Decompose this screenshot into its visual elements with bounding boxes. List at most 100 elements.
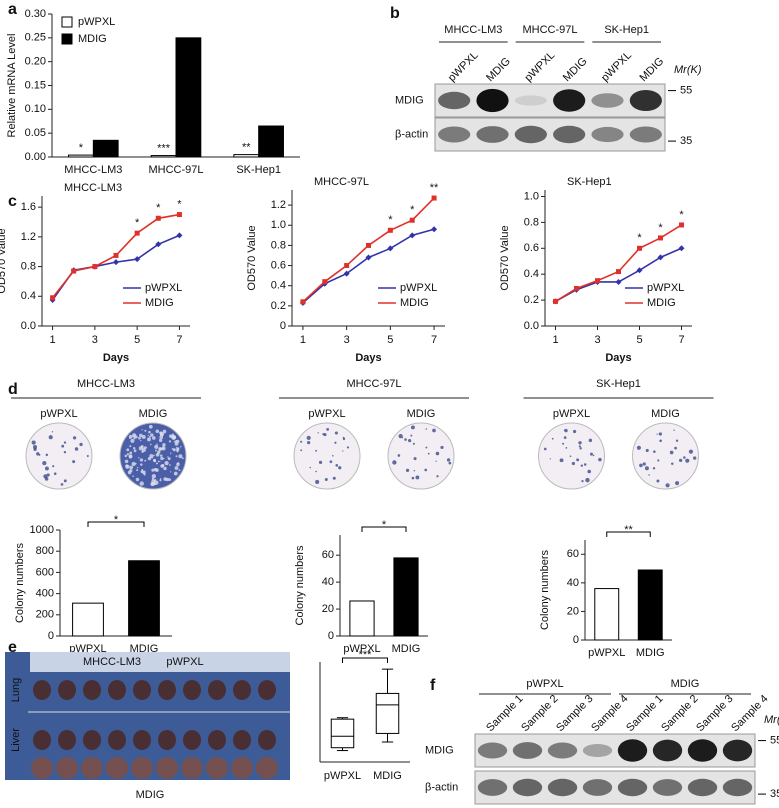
colony [174,466,179,470]
bar [233,154,260,158]
photo-strip [30,652,290,672]
colony [61,444,65,448]
colony [43,474,48,479]
marker [366,242,371,248]
unit-label: Mr(K) [674,64,702,76]
bar [128,560,160,637]
x-tick-label: pWPXL [343,643,380,655]
significance: ** [242,142,251,154]
colony [448,461,452,465]
band [591,126,624,143]
organ [108,680,126,700]
marker [387,227,393,233]
colony [152,436,156,440]
colony [181,457,184,460]
legend-label: MDIG [145,297,174,309]
colony [559,458,564,463]
colony [410,434,413,437]
colony [581,480,584,483]
organ [108,730,126,750]
colony [161,463,165,468]
colony [332,455,334,457]
colony [136,469,139,472]
colony [685,458,690,463]
colony [683,456,686,459]
bar [637,569,663,641]
colony [149,443,152,446]
bar [175,37,202,158]
colony [124,454,128,458]
y-tick-label: 0 [328,630,334,642]
organ [206,757,228,779]
x-tick-label: 3 [92,334,98,346]
panel-label: f [430,677,436,694]
colony [551,437,554,440]
colony [571,461,575,466]
colony [587,469,592,474]
y-tick-label: 1.0 [271,219,286,231]
marker [155,215,161,221]
colony [139,433,143,438]
colony [175,455,178,458]
lane-label: pWPXL [523,49,558,84]
legend-label: MDIG [400,297,429,309]
colony [140,470,144,474]
organ [256,757,278,779]
organ [81,757,103,779]
colony [159,435,164,440]
colony [332,476,336,480]
colony [159,479,162,482]
band [477,779,508,796]
colony [392,460,397,465]
marker-label: 35 [680,135,692,147]
marker [50,295,56,301]
colony [163,466,167,471]
lane-label: Sample 2 [659,693,700,734]
box [330,718,355,749]
organ [183,730,201,750]
colony [169,464,171,466]
colony [665,483,670,488]
marker [113,252,119,258]
colony [317,432,319,434]
band [722,739,753,762]
colony [324,478,328,481]
colony [173,471,178,476]
colony [306,435,311,440]
colony [52,465,55,468]
marker [615,278,622,285]
significance: * [79,142,84,154]
colony [172,448,176,452]
colony [33,444,38,449]
y-tick-label: 0.6 [271,259,286,271]
legend-label: MDIG [647,297,676,309]
colony [323,432,327,437]
colony [155,462,159,465]
y-tick-label: 0 [280,320,286,332]
colony [124,459,129,464]
y-tick-label: 0.4 [21,290,36,302]
marker [637,245,642,251]
x-tick-label: 5 [387,334,393,346]
lane-label: Sample 3 [554,693,595,734]
y-tick-label: 0.2 [271,300,286,312]
lane-label: MDIG [561,55,590,84]
colony [135,477,140,482]
band [514,125,547,144]
colony [334,431,338,435]
colony [141,434,146,439]
cell-line: SK-Hep1 [604,24,649,36]
colony [74,447,79,451]
colony [342,450,344,452]
organ [181,757,203,779]
colony [411,476,415,480]
band [591,93,624,108]
colony [154,480,159,485]
colony [436,475,439,478]
colony [160,432,164,436]
colony [86,454,89,458]
colony [157,460,160,463]
x-tick-label: 7 [431,334,437,346]
colony [675,439,679,442]
colony [300,440,303,443]
